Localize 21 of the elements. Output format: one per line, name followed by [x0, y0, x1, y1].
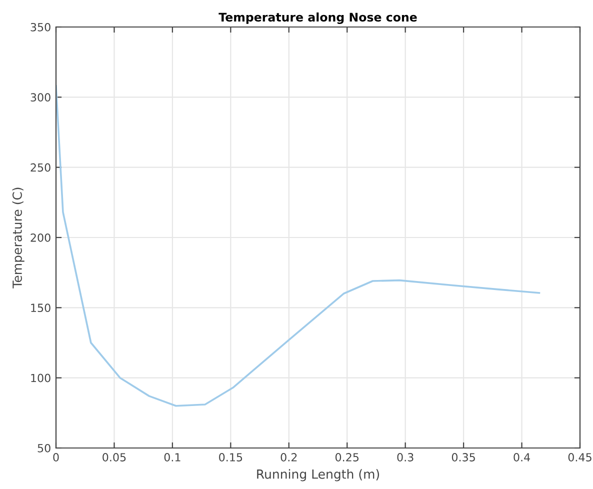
- line-series: [56, 85, 540, 407]
- y-tick-label: 250: [30, 163, 50, 172]
- chart-title: Temperature along Nose cone: [218, 12, 417, 24]
- x-tick-label: 0.05: [102, 453, 126, 462]
- y-axis-title: Temperature (C): [12, 188, 24, 288]
- x-axis-title: Running Length (m): [257, 469, 380, 482]
- y-tick-label: 150: [31, 304, 50, 312]
- x-tick-label: 0.4: [514, 453, 530, 462]
- x-tick-label: 0.25: [335, 453, 359, 462]
- y-tick-label: 300: [30, 93, 50, 102]
- x-tick-label: 0.35: [452, 453, 475, 462]
- y-tick-label: 350: [30, 22, 50, 32]
- x-tick-label: 0.1: [164, 453, 180, 462]
- x-tick-label: 0.45: [568, 453, 592, 462]
- x-tick-label: 0.2: [280, 453, 297, 462]
- y-tick-label: 100: [31, 374, 50, 382]
- x-tick-label: 0: [53, 453, 59, 462]
- x-tick-label: 0.3: [397, 453, 414, 462]
- y-tick-label: 200: [30, 233, 50, 242]
- y-tick-label: 50: [38, 444, 50, 452]
- x-tick-label: 0.15: [219, 453, 242, 462]
